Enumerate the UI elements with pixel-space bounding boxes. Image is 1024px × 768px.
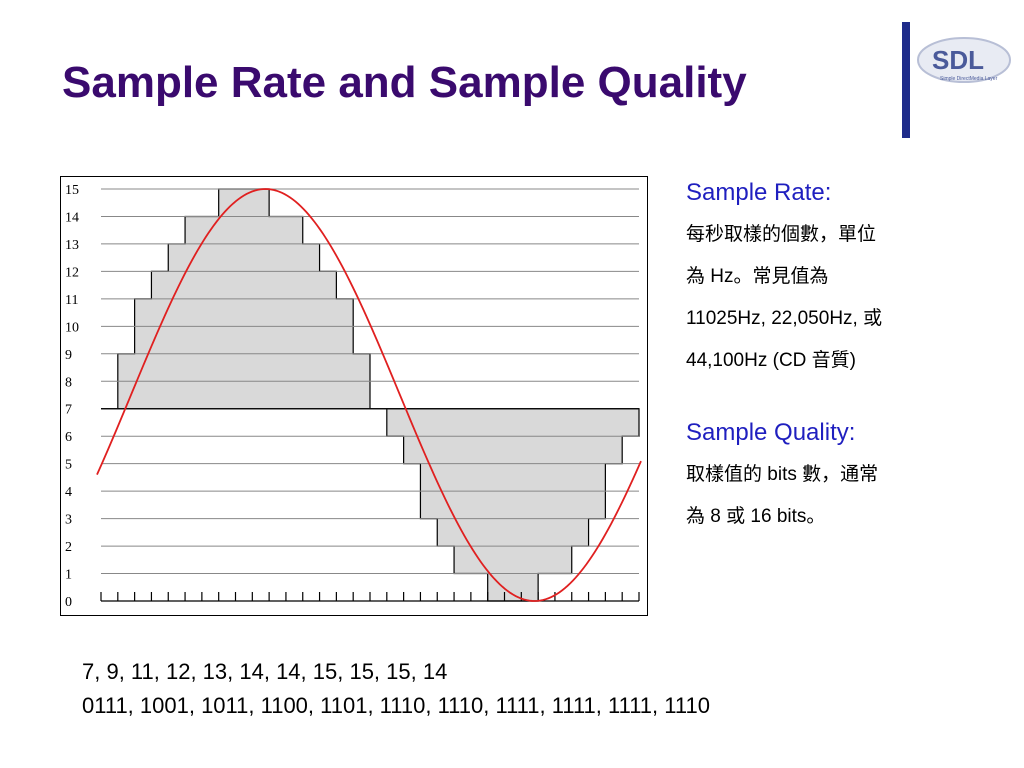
y-tick-label: 9 bbox=[65, 348, 72, 363]
y-tick-label: 11 bbox=[65, 293, 78, 308]
y-tick-label: 14 bbox=[65, 210, 79, 225]
y-tick-label: 12 bbox=[65, 265, 79, 280]
y-tick-label: 3 bbox=[65, 513, 72, 528]
sample-rate-line-2: 為 Hz。常見值為 bbox=[686, 266, 829, 287]
sample-quality-line-1: 取樣值的 bits 數，通常 bbox=[686, 464, 879, 485]
y-tick-label: 10 bbox=[65, 320, 79, 335]
sample-quality-line-2: 為 8 或 16 bits。 bbox=[686, 506, 826, 527]
sample-rate-line-1: 每秒取樣的個數，單位 bbox=[686, 224, 877, 245]
quantized-area bbox=[101, 188, 640, 602]
y-tick-label: 15 bbox=[65, 183, 79, 198]
slide-title: Sample Rate and Sample Quality bbox=[62, 58, 747, 107]
samples-binary: 0111, 1001, 1011, 1100, 1101, 1110, 1110… bbox=[82, 693, 710, 718]
samples-decimal: 7, 9, 11, 12, 13, 14, 14, 15, 15, 15, 14 bbox=[82, 659, 448, 684]
logo-subtext: Simple DirectMedia Layer bbox=[940, 76, 998, 82]
y-tick-label: 0 bbox=[65, 595, 72, 610]
y-tick-label: 13 bbox=[65, 238, 79, 253]
y-tick-label: 6 bbox=[65, 430, 72, 445]
y-tick-label: 1 bbox=[65, 568, 72, 583]
sample-quality-heading: Sample Quality: bbox=[686, 419, 856, 446]
sample-rate-line-3: 11025Hz, 22,050Hz, 或 bbox=[686, 308, 883, 329]
sample-values: 7, 9, 11, 12, 13, 14, 14, 15, 15, 15, 14… bbox=[82, 655, 710, 723]
sample-rate-heading: Sample Rate: bbox=[686, 179, 832, 206]
y-tick-label: 7 bbox=[65, 403, 72, 418]
y-tick-label: 5 bbox=[65, 458, 72, 473]
sample-rate-line-4: 44,100Hz (CD 音質) bbox=[686, 350, 856, 371]
logo-text: SDL bbox=[932, 45, 984, 75]
side-panel: Sample Rate: 每秒取樣的個數，單位 為 Hz。常見值為 11025H… bbox=[686, 172, 1006, 538]
y-tick-label: 2 bbox=[65, 540, 72, 555]
quantization-chart: 0 1 2 3 4 5 6 7 8 9 10 11 12 13 14 15 bbox=[60, 176, 648, 616]
sdl-logo: SDL Simple DirectMedia Layer bbox=[917, 37, 1011, 83]
logo-bar bbox=[902, 22, 910, 138]
analog-wave bbox=[96, 188, 642, 602]
y-tick-label: 4 bbox=[65, 485, 72, 500]
y-tick-label: 8 bbox=[65, 375, 72, 390]
